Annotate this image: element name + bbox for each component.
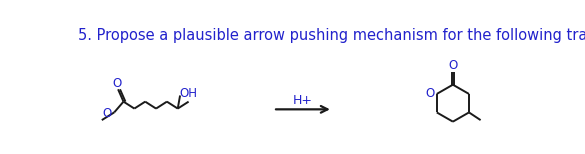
Text: OH: OH — [180, 87, 198, 100]
Text: O: O — [425, 87, 435, 100]
Text: O: O — [448, 59, 457, 72]
Text: H+: H+ — [293, 94, 313, 107]
Text: O: O — [112, 77, 121, 90]
Text: 5. Propose a plausible arrow pushing mechanism for the following transformation.: 5. Propose a plausible arrow pushing mec… — [78, 28, 585, 43]
Text: O: O — [102, 107, 112, 120]
